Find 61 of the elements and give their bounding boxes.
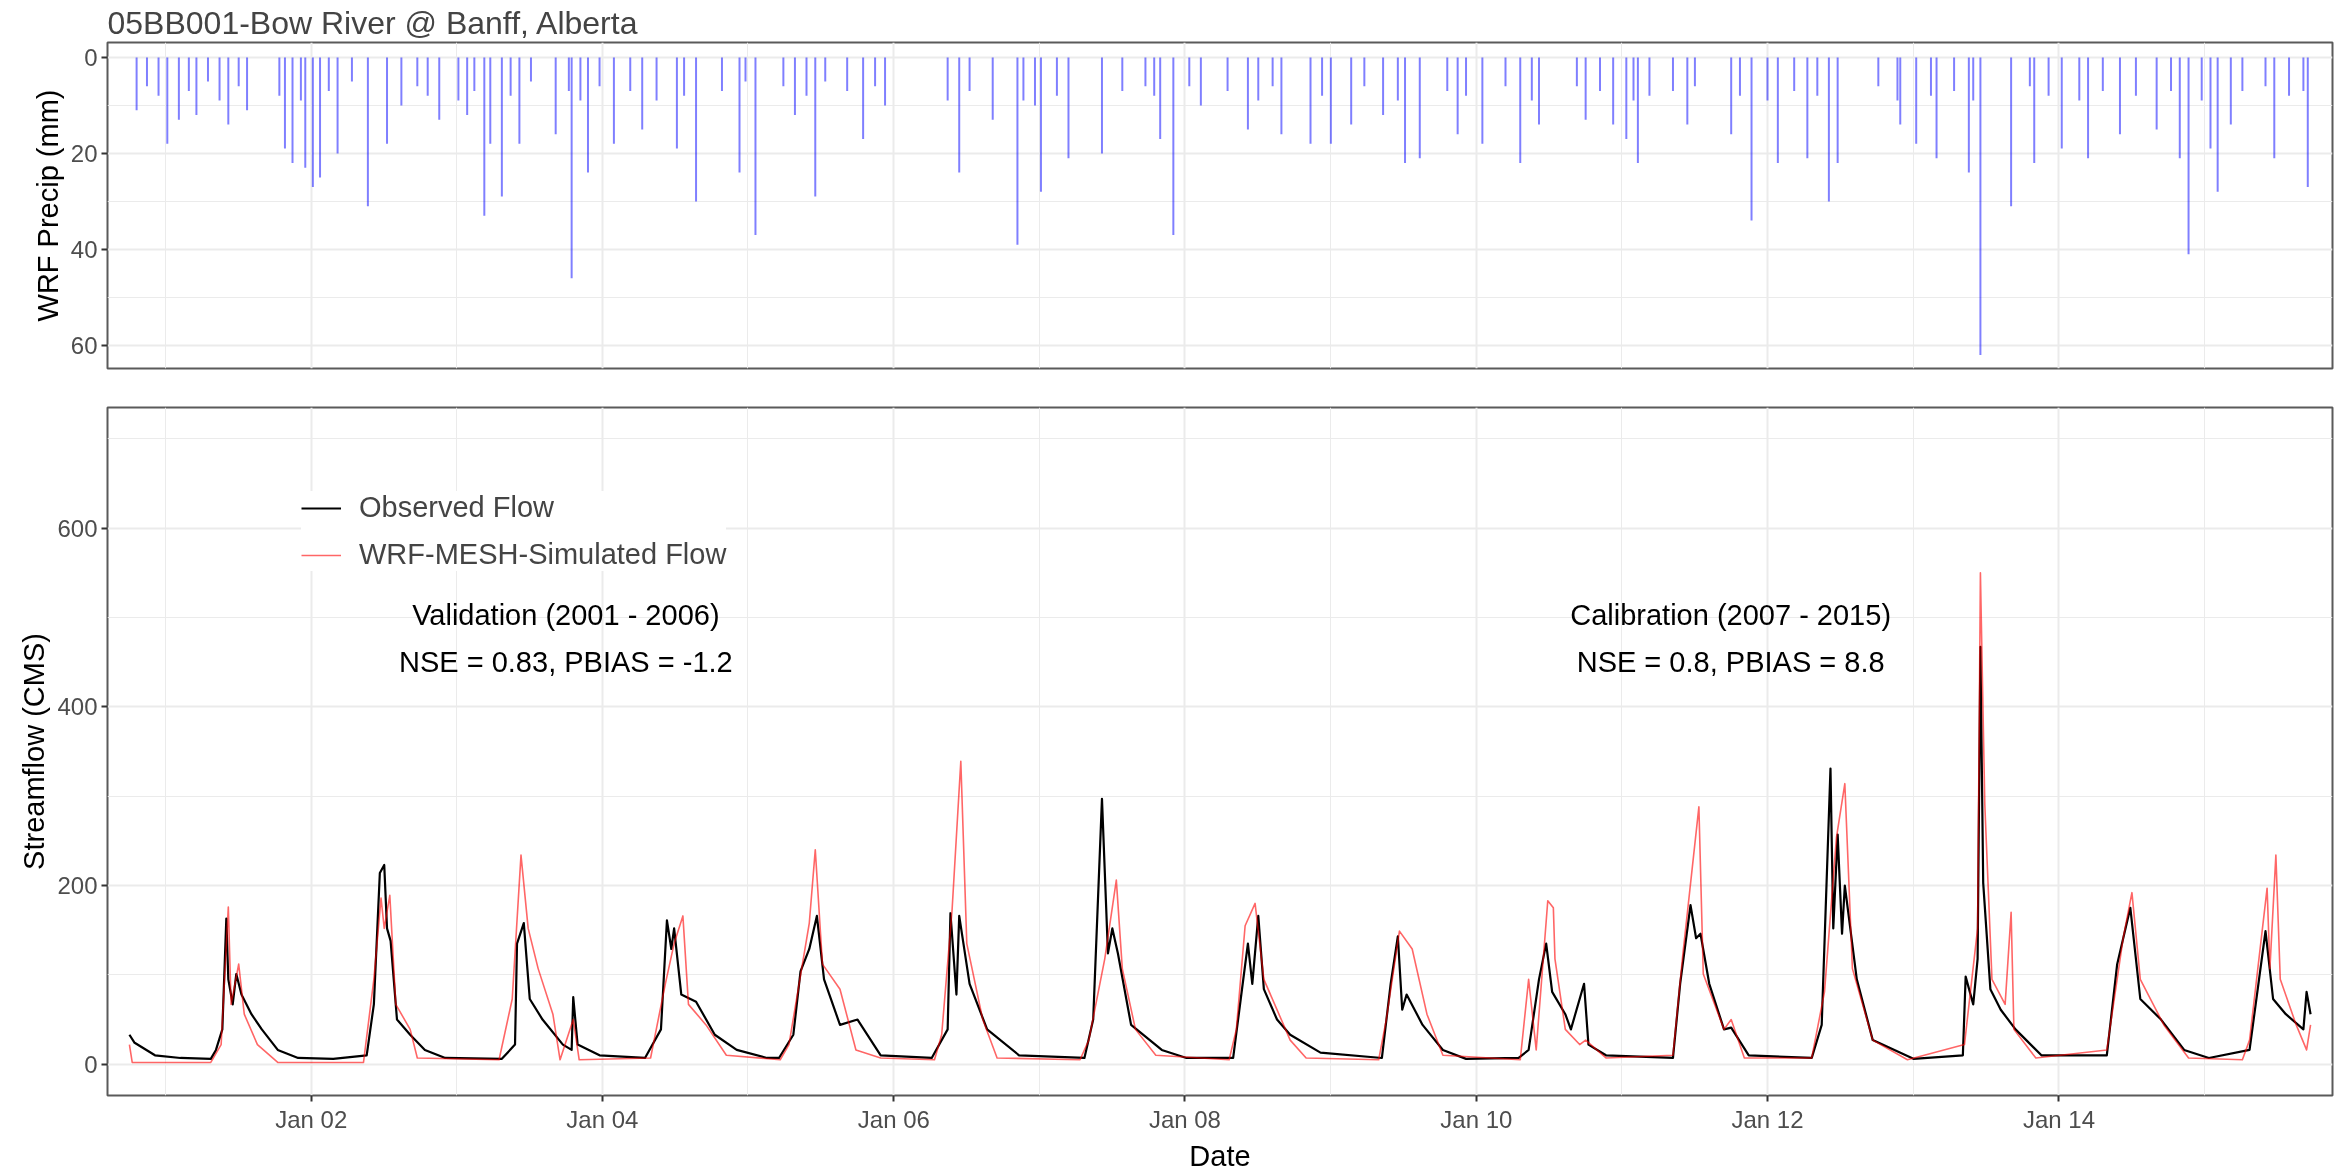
- bar: [554, 57, 557, 135]
- bar: [1329, 57, 1332, 144]
- x-axis-title: Date: [1189, 1139, 1251, 1172]
- bar: [1686, 57, 1689, 125]
- bar: [366, 57, 369, 207]
- bar: [1816, 57, 1819, 96]
- legend-label: Observed Flow: [359, 491, 555, 524]
- y-axis-title: Streamflow (CMS): [18, 633, 51, 870]
- x-tick-label: Jan 02: [275, 1105, 348, 1133]
- bar: [1896, 57, 1899, 101]
- bar: [1648, 57, 1651, 96]
- bar: [319, 57, 322, 178]
- y-tick-label: 600: [57, 514, 98, 542]
- bar: [2264, 57, 2267, 87]
- bar: [157, 57, 160, 96]
- bar: [2118, 57, 2121, 135]
- bar: [2178, 57, 2181, 159]
- y-tick-label: 20: [70, 139, 98, 167]
- bar: [1915, 57, 1918, 144]
- bar: [2087, 57, 2090, 159]
- annotation: Calibration (2007 - 2015) NSE = 0.8, PBIAS = 8.8: [1570, 599, 1892, 679]
- x-tick-label: Jan 06: [857, 1105, 930, 1133]
- bar: [2229, 57, 2232, 125]
- bar: [2010, 57, 2013, 207]
- bar: [1100, 57, 1103, 154]
- y-tick-label: 400: [57, 693, 98, 721]
- y-tick-label: 0: [84, 43, 98, 71]
- y-axis-title: WRF Precip (mm): [31, 89, 64, 322]
- bar: [1972, 57, 1975, 101]
- y-tick-label: 0: [84, 1050, 98, 1078]
- bar: [570, 57, 573, 279]
- x-tick-label: Jan 08: [1148, 1105, 1221, 1133]
- x-tick-label: Jan 04: [566, 1105, 639, 1133]
- bar: [386, 57, 389, 144]
- bar: [246, 57, 249, 111]
- bar: [675, 57, 678, 149]
- bar: [227, 57, 230, 125]
- bar: [350, 57, 353, 82]
- bar: [1257, 57, 1260, 101]
- bar: [500, 57, 503, 197]
- x-tick-label: Jan 14: [2022, 1105, 2095, 1133]
- bar: [1953, 57, 1956, 91]
- bar: [278, 57, 281, 96]
- legend-label: WRF-MESH-Simulated Flow: [359, 538, 727, 571]
- bar: [1877, 57, 1880, 87]
- bar: [1396, 57, 1399, 101]
- bar: [195, 57, 198, 115]
- x-tick-label: Jan 10: [1440, 1105, 1513, 1133]
- y-tick-label: 200: [57, 872, 98, 900]
- bar: [1199, 57, 1202, 106]
- y-tick-label: 40: [70, 235, 98, 263]
- bar: [1584, 57, 1587, 120]
- chart-title: 05BB001-Bow River @ Banff, Alberta: [107, 4, 638, 41]
- annotation: Validation (2001 - 2006) NSE = 0.83, PBIAS = -1.2: [399, 599, 733, 679]
- bar: [958, 57, 961, 173]
- line-series: [128, 645, 2312, 1060]
- bar: [1899, 57, 1902, 125]
- bar: [1321, 57, 1324, 96]
- x-tick-label: Jan 12: [1731, 1105, 1804, 1133]
- y-tick-label: 60: [70, 331, 98, 359]
- bar: [1530, 57, 1533, 101]
